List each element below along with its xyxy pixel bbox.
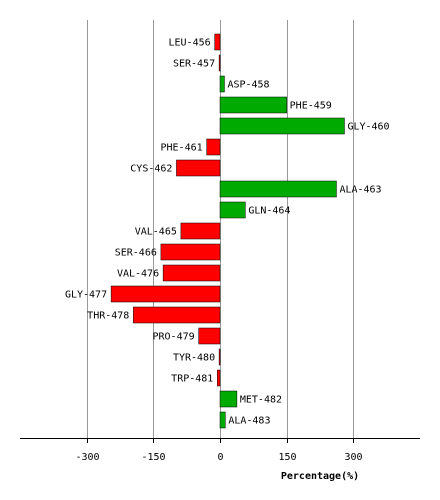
x-tick-label: -150 <box>141 452 165 463</box>
x-tick-label: 300 <box>344 452 362 463</box>
bar-label-val-465: VAL-465 <box>135 227 177 238</box>
bar-phe-461 <box>206 138 221 156</box>
bar-label-val-476: VAL-476 <box>117 269 159 280</box>
bar-label-ala-483: ALA-483 <box>228 416 270 427</box>
bar-label-cys-462: CYS-462 <box>130 164 172 175</box>
bar-gly-477 <box>110 285 221 303</box>
bar-gln-464 <box>219 201 246 219</box>
bar-label-gly-460: GLY-460 <box>347 122 389 133</box>
bar-label-gly-477: GLY-477 <box>65 290 107 301</box>
bar-met-482 <box>219 390 238 408</box>
bar-label-asp-458: ASP-458 <box>227 80 269 91</box>
bar-gly-460 <box>219 117 345 135</box>
bar-label-ser-457: SER-457 <box>173 59 215 70</box>
bar-phe-459 <box>219 96 287 114</box>
bar-label-leu-456: LEU-456 <box>169 38 211 49</box>
bar-label-trp-481: TRP-481 <box>171 374 213 385</box>
bar-val-465 <box>180 222 221 240</box>
bar-ser-466 <box>160 243 221 261</box>
bar-label-pro-479: PRO-479 <box>153 332 195 343</box>
x-axis: -300 -150 0 150 300 <box>20 438 420 463</box>
bar-label-tyr-480: TYR-480 <box>173 353 215 364</box>
bars-group <box>110 33 345 429</box>
bar-label-phe-461: PHE-461 <box>161 143 203 154</box>
bar-thr-478 <box>133 306 221 324</box>
bar-label-thr-478: THR-478 <box>87 311 129 322</box>
x-tick-label: -300 <box>75 452 99 463</box>
bar-label-gln-464: GLN-464 <box>248 206 290 217</box>
bar-ala-483 <box>219 411 226 429</box>
bar-leu-456 <box>214 33 221 51</box>
bar-tyr-480 <box>218 348 221 366</box>
bar-labels-group: LEU-456 SER-457 ASP-458 PHE-459 GLY-460 PHE-4… <box>65 38 390 427</box>
bar-label-ser-466: SER-466 <box>115 248 157 259</box>
x-tick-label: 150 <box>278 452 296 463</box>
x-axis-title: Percentage(%) <box>281 471 359 482</box>
bar-cys-462 <box>176 159 221 177</box>
bar-label-ala-463: ALA-463 <box>339 185 381 196</box>
bar-label-met-482: MET-482 <box>240 395 282 406</box>
bar-val-476 <box>162 264 221 282</box>
x-tick-label: 0 <box>217 452 223 463</box>
bar-ala-463 <box>219 180 337 198</box>
bar-pro-479 <box>198 327 221 345</box>
bar-asp-458 <box>219 75 225 93</box>
bar-trp-481 <box>217 369 221 387</box>
bar-ser-457 <box>218 54 221 72</box>
bar-label-phe-459: PHE-459 <box>290 101 332 112</box>
